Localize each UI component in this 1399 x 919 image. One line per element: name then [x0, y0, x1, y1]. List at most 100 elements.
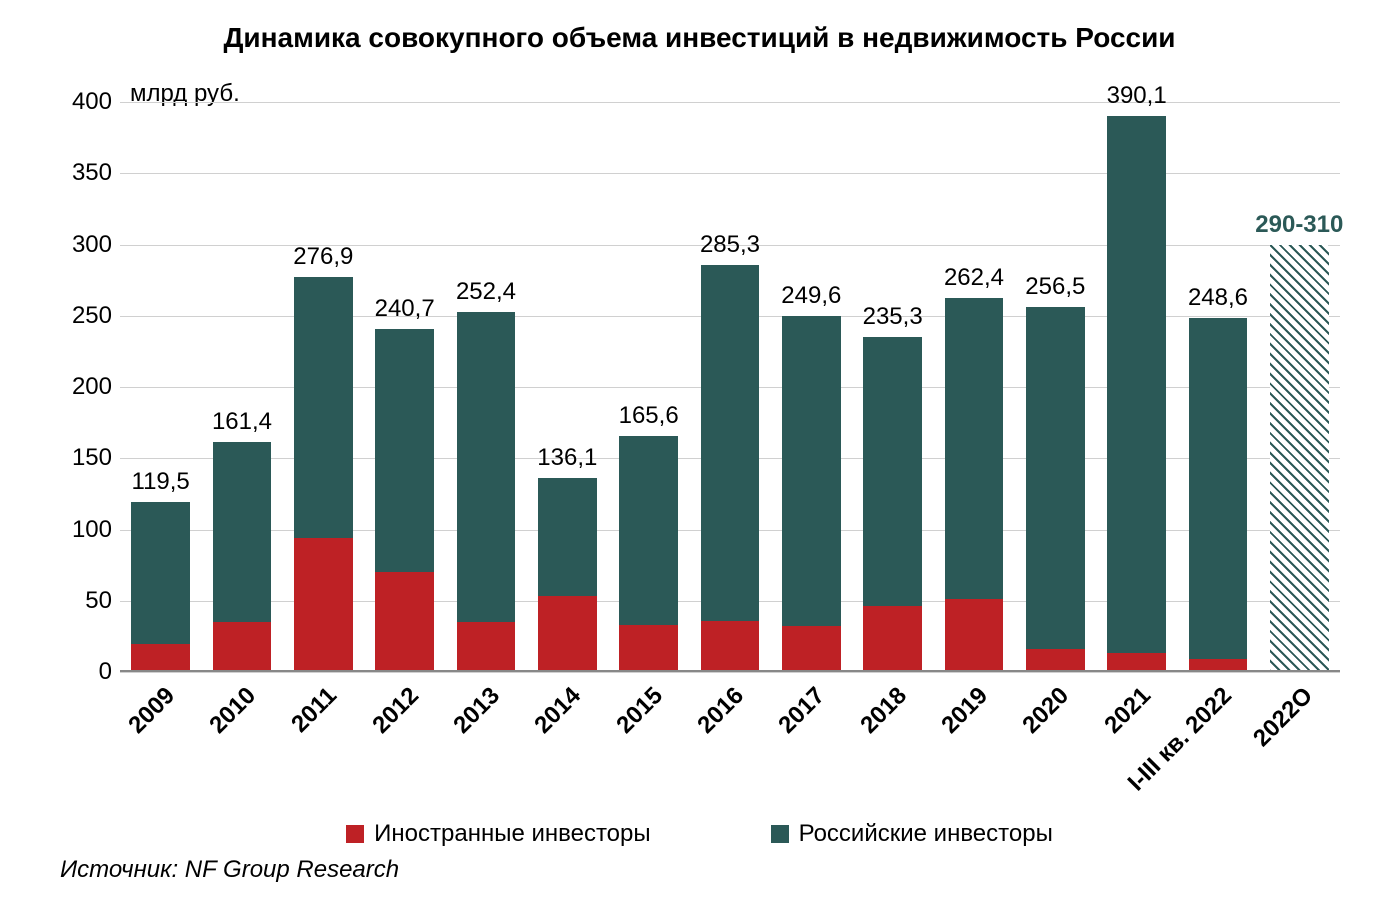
x-tick-label: 2013: [448, 682, 506, 740]
x-tick-label: 2016: [692, 682, 750, 740]
bar-segment-foreign: [619, 625, 678, 672]
x-tick-label: 2015: [611, 682, 669, 740]
bar-segment-russian: [782, 316, 841, 626]
bar: 290-310: [1270, 245, 1329, 673]
bar-segment-russian: [1026, 307, 1085, 650]
bar-segment-russian: [863, 337, 922, 607]
bar-segment-russian: [213, 442, 272, 622]
bar-segment-russian: [457, 312, 516, 622]
bar-segment-foreign: [1026, 649, 1085, 672]
bar-slot: 165,62015: [619, 102, 678, 672]
bar-value-label: 290-310: [1255, 211, 1343, 239]
bar-value-label: 119,5: [132, 468, 190, 496]
bar-value-label: 165,6: [619, 402, 679, 430]
x-tick-label: 2019: [936, 682, 994, 740]
x-tick-label: 2020: [1018, 682, 1076, 740]
bar-value-label: 252,4: [456, 278, 516, 306]
x-tick-label: 2014: [530, 682, 588, 740]
bar-slot: 235,32018: [863, 102, 922, 672]
bar-slot: 249,62017: [782, 102, 841, 672]
bar-value-label: 161,4: [212, 408, 272, 436]
x-tick-label: 2010: [204, 682, 262, 740]
bar-segment-foreign: [213, 622, 272, 672]
y-tick-label: 200: [72, 373, 112, 401]
y-tick-label: 0: [99, 658, 112, 686]
bar: 248,6: [1189, 318, 1248, 672]
legend-label: Российские инвесторы: [799, 820, 1053, 848]
bar-segment-russian: [945, 298, 1004, 599]
bar: 285,3: [701, 265, 760, 672]
x-tick-label: 2022О: [1248, 682, 1319, 753]
y-tick-label: 350: [72, 159, 112, 187]
bar-segment-russian: [1189, 318, 1248, 659]
x-tick-label: 2021: [1099, 682, 1157, 740]
y-tick-label: 100: [72, 516, 112, 544]
legend: Иностранные инвесторы Российские инвестор…: [0, 820, 1399, 850]
x-tick-label: 2011: [286, 682, 343, 739]
bar: 240,7: [375, 329, 434, 672]
bar-segment-foreign: [945, 599, 1004, 672]
bar-segment-foreign: [457, 622, 516, 672]
bar-value-label: 390,1: [1107, 82, 1167, 110]
bar-slot: 276,92011: [294, 102, 353, 672]
gridline: [120, 672, 1340, 673]
bar-value-label: 248,6: [1188, 284, 1248, 312]
bar-slot: 119,52009: [131, 102, 190, 672]
bar-segment-russian: [375, 329, 434, 572]
bar-segment-russian: [1107, 116, 1166, 653]
bar: 161,4: [213, 442, 272, 672]
bar-segment-foreign: [294, 538, 353, 672]
bars-group: 119,52009161,42010276,92011240,72012252,…: [120, 102, 1340, 672]
y-tick-label: 250: [72, 302, 112, 330]
legend-swatch: [771, 825, 789, 843]
bar-slot: 240,72012: [375, 102, 434, 672]
x-tick-label: 2017: [774, 682, 832, 740]
bar-value-label: 249,6: [781, 282, 841, 310]
y-tick-label: 400: [72, 88, 112, 116]
bar-segment-foreign: [131, 644, 190, 672]
bar: 165,6: [619, 436, 678, 672]
bar-value-label: 276,9: [293, 243, 353, 271]
bar-value-label: 240,7: [375, 295, 435, 323]
bar-value-label: 235,3: [863, 303, 923, 331]
bar-segment-foreign: [701, 621, 760, 672]
bar: 136,1: [538, 478, 597, 672]
bar-slot: 390,12021: [1107, 102, 1166, 672]
y-tick-label: 150: [72, 444, 112, 472]
chart-title: Динамика совокупного объема инвестиций в…: [0, 22, 1399, 54]
x-tick-label: 2012: [367, 682, 425, 740]
legend-item: Иностранные инвесторы: [346, 820, 650, 848]
bar: 276,9: [294, 277, 353, 672]
bar-slot: 256,52020: [1026, 102, 1085, 672]
x-tick-label: 2018: [855, 682, 913, 740]
bar: 249,6: [782, 316, 841, 672]
bar: 252,4: [457, 312, 516, 672]
bar-segment-russian: [538, 478, 597, 596]
x-axis-baseline: [120, 670, 1340, 672]
legend-label: Иностранные инвесторы: [374, 820, 650, 848]
bar-value-label: 136,1: [537, 444, 597, 472]
bar-segment-foreign: [782, 626, 841, 672]
chart-container: Динамика совокупного объема инвестиций в…: [0, 0, 1399, 919]
bar: 256,5: [1026, 307, 1085, 673]
y-tick-label: 300: [72, 231, 112, 259]
bar-slot: 290-3102022О: [1270, 102, 1329, 672]
source-text: Источник: NF Group Research: [60, 856, 399, 884]
bar-value-label: 262,4: [944, 264, 1004, 292]
bar-segment-russian: [294, 277, 353, 538]
bar: 262,4: [945, 298, 1004, 672]
bar-segment-russian: [701, 265, 760, 620]
legend-item: Российские инвесторы: [771, 820, 1053, 848]
bar-segment-russian: [619, 436, 678, 625]
bar-value-label: 285,3: [700, 231, 760, 259]
plot-area: 119,52009161,42010276,92011240,72012252,…: [120, 102, 1340, 672]
bar-slot: 262,42019: [945, 102, 1004, 672]
bar-slot: 248,6I-III кв. 2022: [1189, 102, 1248, 672]
bar-segment-foreign: [863, 606, 922, 672]
bar-slot: 285,32016: [701, 102, 760, 672]
x-tick-label: 2009: [123, 682, 181, 740]
bar-slot: 136,12014: [538, 102, 597, 672]
bar-segment-foreign: [375, 572, 434, 672]
y-tick-label: 50: [85, 587, 112, 615]
legend-swatch: [346, 825, 364, 843]
